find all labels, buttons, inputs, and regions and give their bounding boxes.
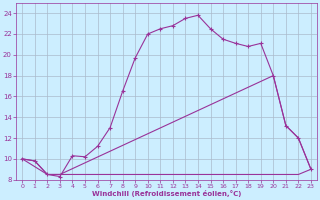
X-axis label: Windchill (Refroidissement éolien,°C): Windchill (Refroidissement éolien,°C) (92, 190, 241, 197)
